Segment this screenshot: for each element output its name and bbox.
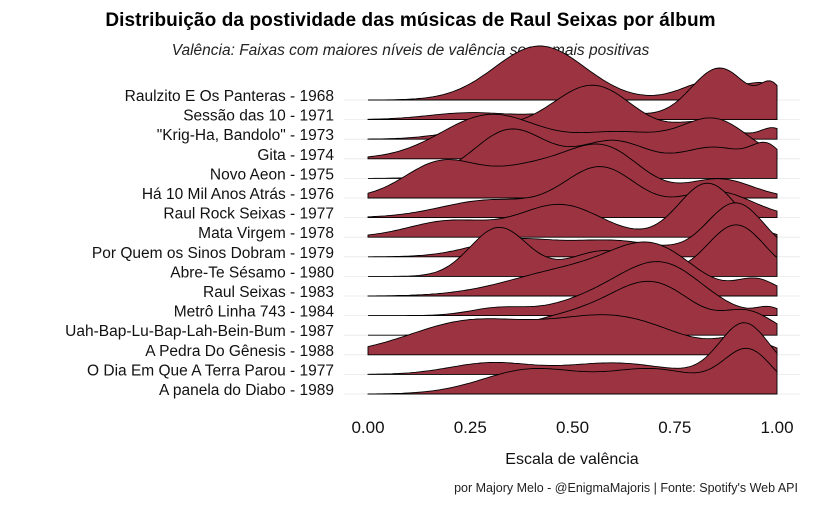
x-tick-label: 1.00 <box>760 418 793 437</box>
y-tick-label: "Krig-Ha, Bandolo" - 1973 <box>157 127 334 144</box>
chart-caption: por Majory Melo - @EnigmaMajoris | Fonte… <box>454 481 798 495</box>
x-tick-label: 0.50 <box>556 418 589 437</box>
y-tick-label: O Dia Em Que A Terra Parou - 1977 <box>87 362 334 379</box>
ridge-5 <box>367 143 778 199</box>
ridge-7 <box>367 182 778 238</box>
y-tick-label: Uah-Bap-Lu-Bap-Lah-Bein-Bum - 1987 <box>65 323 334 340</box>
y-tick-label: A Pedra Do Gênesis - 1988 <box>145 343 334 360</box>
x-tick-label: 0.75 <box>658 418 691 437</box>
ridge-15 <box>367 347 778 395</box>
ridges-layer <box>367 45 778 395</box>
y-tick-label: Por Quem os Sinos Dobram - 1979 <box>92 245 334 262</box>
y-tick-label: Raulzito E Os Panteras - 1968 <box>125 88 334 105</box>
ridge-9 <box>368 224 778 277</box>
y-tick-label: Há 10 Mil Anos Atrás - 1976 <box>142 186 334 203</box>
y-tick-label: Sessão das 10 - 1971 <box>183 108 334 125</box>
x-axis-title: Escala de valência <box>505 451 639 468</box>
y-tick-label: Raul Seixas - 1983 <box>203 284 334 301</box>
x-tick-label: 0.00 <box>351 418 384 437</box>
ridge-13 <box>367 314 778 356</box>
y-tick-label: Raul Rock Seixas - 1977 <box>163 206 334 223</box>
y-tick-label: Gita - 1974 <box>257 147 334 164</box>
y-axis-labels: Raulzito E Os Panteras - 1968 Sessão das … <box>65 88 334 399</box>
y-tick-label: Metrô Linha 743 - 1984 <box>174 304 335 321</box>
y-tick-label: Novo Aeon - 1975 <box>210 166 334 183</box>
x-axis-ticks: 0.00 0.25 0.50 0.75 1.00 <box>351 418 793 437</box>
y-tick-label: Mata Virgem - 1978 <box>198 225 334 242</box>
ridge-3 <box>367 113 778 160</box>
chart-title: Distribuição da postividade das músicas … <box>105 10 716 31</box>
x-tick-label: 0.25 <box>454 418 487 437</box>
y-tick-label: A panela do Diabo - 1989 <box>159 382 334 399</box>
y-tick-label: Abre-Te Sésamo - 1980 <box>170 264 334 281</box>
